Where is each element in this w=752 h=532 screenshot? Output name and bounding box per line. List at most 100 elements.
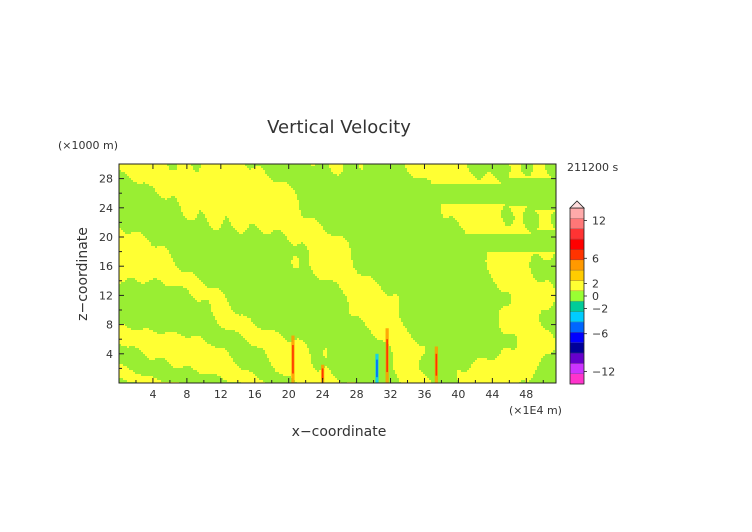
field-band	[205, 214, 301, 216]
field-band	[329, 166, 343, 168]
field-band	[463, 228, 527, 230]
colorbar-swatch	[570, 363, 584, 374]
field-band	[219, 324, 255, 326]
field-band	[509, 174, 525, 176]
field-band	[393, 358, 421, 360]
field-band	[239, 332, 279, 334]
plot-frame	[118, 163, 557, 384]
field-band	[489, 272, 531, 274]
field-band	[517, 340, 555, 342]
field-band	[119, 252, 169, 254]
x-axis: 4 8 12 16 20 24 28 32 36 40 44 48	[135, 164, 544, 401]
convective-cells	[291, 328, 438, 383]
field-band	[255, 224, 321, 226]
field-band	[237, 230, 245, 232]
field-band	[217, 320, 251, 322]
field-band	[291, 260, 299, 262]
field-band	[393, 352, 425, 354]
field-band	[209, 302, 229, 304]
field-band	[119, 234, 143, 236]
field-band	[459, 224, 505, 226]
field-band	[359, 166, 363, 168]
x-tick-label: 32	[384, 388, 398, 401]
colorbar-tick-label: −6	[592, 328, 608, 341]
field-band	[119, 254, 171, 256]
field-band	[199, 168, 249, 170]
field-band	[189, 290, 221, 292]
field-band	[207, 220, 223, 222]
field-band	[147, 356, 231, 358]
field-band	[319, 278, 373, 280]
field-band	[491, 274, 533, 276]
field-band	[119, 248, 167, 250]
field-band	[441, 210, 501, 212]
field-band	[191, 336, 201, 338]
field-band	[223, 378, 259, 380]
field-band	[347, 298, 399, 300]
field-band	[487, 172, 491, 174]
field-band	[511, 300, 555, 302]
field-band	[213, 314, 239, 316]
field-band	[235, 330, 275, 332]
field-band	[119, 370, 133, 372]
field-band	[501, 308, 549, 310]
field-band	[291, 262, 299, 264]
x-tick-label: 48	[519, 388, 533, 401]
field-band	[511, 210, 525, 212]
field-band	[487, 258, 531, 260]
field-band	[457, 220, 503, 222]
field-band	[127, 174, 267, 176]
field-band	[283, 374, 333, 376]
field-band	[255, 166, 261, 168]
field-band	[465, 230, 529, 232]
field-band	[173, 366, 183, 368]
field-band	[161, 196, 171, 198]
field-band	[393, 356, 421, 358]
field-band	[269, 358, 311, 360]
field-band	[293, 266, 299, 268]
field-band	[393, 360, 419, 362]
field-band	[171, 364, 237, 366]
field-band	[499, 320, 539, 322]
field-band	[371, 332, 409, 334]
field-band	[225, 328, 261, 330]
x-tick-label: 4	[149, 388, 156, 401]
field-band	[307, 248, 351, 250]
field-band	[309, 256, 351, 258]
field-band	[119, 238, 147, 240]
field-band	[511, 170, 521, 172]
y-axis: 4 8 12 16 20 24 28	[99, 173, 556, 369]
field-band	[487, 266, 529, 268]
time-label: 211200 s	[567, 161, 618, 174]
field-band	[247, 340, 287, 342]
field-band	[119, 336, 185, 338]
colorbar-swatch	[570, 290, 584, 302]
field-band	[235, 228, 247, 230]
field-band	[309, 264, 353, 266]
field-band	[119, 260, 173, 262]
updraft-core	[321, 368, 324, 380]
field-band	[517, 344, 555, 346]
field-band	[119, 266, 177, 268]
field-band	[275, 368, 315, 370]
field-band	[539, 222, 551, 224]
field-band	[499, 354, 545, 356]
field-band	[193, 368, 241, 370]
colorbar-tick-label: −2	[592, 303, 608, 316]
field-band	[119, 330, 153, 332]
field-band	[287, 236, 343, 238]
field-band	[165, 198, 167, 200]
field-band	[311, 164, 315, 166]
field-band	[431, 182, 501, 184]
field-band	[457, 374, 533, 376]
field-band	[315, 274, 361, 276]
field-band	[293, 378, 337, 380]
plot-area	[118, 163, 557, 384]
field-band	[509, 172, 523, 174]
field-band	[323, 354, 327, 356]
field-band	[179, 202, 299, 204]
field-band	[131, 232, 141, 234]
field-band	[119, 334, 181, 336]
field-band	[345, 294, 387, 296]
